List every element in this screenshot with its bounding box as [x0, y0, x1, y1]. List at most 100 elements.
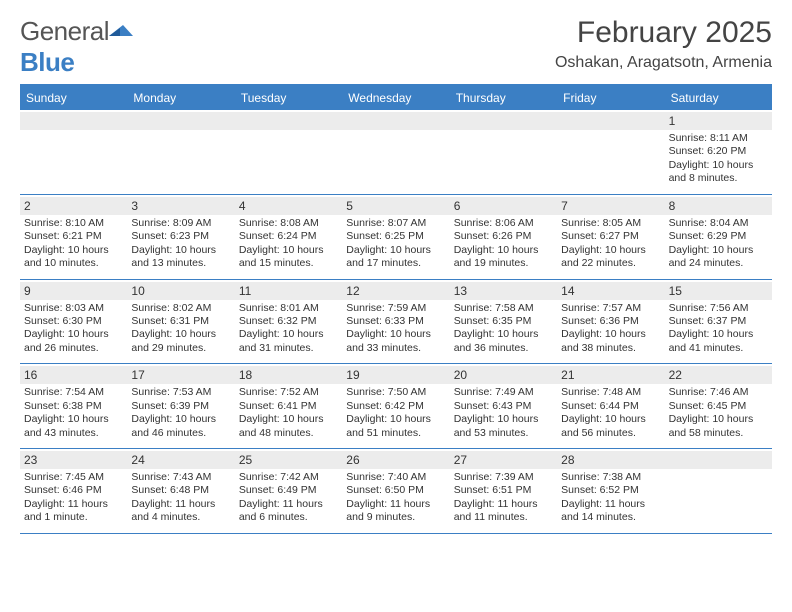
day-number: 26	[346, 453, 445, 467]
day-info: Sunrise: 7:57 AMSunset: 6:36 PMDaylight:…	[561, 302, 660, 356]
daylight: Daylight: 10 hours and 56 minutes.	[561, 413, 660, 440]
calendar-day: 14 Sunrise: 7:57 AMSunset: 6:36 PMDayligh…	[557, 280, 664, 364]
logo-blue: Blue	[20, 47, 74, 77]
day-number-row: 9	[20, 282, 127, 300]
day-number-row: 1	[665, 112, 772, 130]
day-number: 14	[561, 284, 660, 298]
day-info: Sunrise: 7:59 AMSunset: 6:33 PMDaylight:…	[346, 302, 445, 356]
daylight: Daylight: 10 hours and 41 minutes.	[669, 328, 768, 355]
sunrise: Sunrise: 7:42 AM	[239, 471, 338, 484]
sunset: Sunset: 6:35 PM	[454, 315, 553, 328]
calendar-day: 13Sunrise: 7:58 AMSunset: 6:35 PMDayligh…	[450, 280, 557, 364]
daylight: Daylight: 11 hours and 11 minutes.	[454, 498, 553, 525]
day-info: Sunrise: 8:05 AMSunset: 6:27 PMDaylight:…	[561, 217, 660, 271]
daylight: Daylight: 10 hours and 8 minutes.	[669, 159, 768, 186]
sunset: Sunset: 6:48 PM	[131, 484, 230, 497]
daylight: Daylight: 10 hours and 29 minutes.	[131, 328, 230, 355]
daylight: Daylight: 10 hours and 24 minutes.	[669, 244, 768, 271]
day-number: 2	[24, 199, 123, 213]
day-number-row: 8	[665, 197, 772, 215]
calendar-day: 6Sunrise: 8:06 AMSunset: 6:26 PMDaylight…	[450, 195, 557, 279]
sunset: Sunset: 6:24 PM	[239, 230, 338, 243]
calendar-day	[450, 110, 557, 194]
calendar-day: 7Sunrise: 8:05 AMSunset: 6:27 PMDaylight…	[557, 195, 664, 279]
day-number: 19	[346, 368, 445, 382]
day-number: 22	[669, 368, 768, 382]
day-info: Sunrise: 8:09 AMSunset: 6:23 PMDaylight:…	[131, 217, 230, 271]
day-number-row: 28	[557, 451, 664, 469]
calendar-day: 4Sunrise: 8:08 AMSunset: 6:24 PMDaylight…	[235, 195, 342, 279]
daylight: Daylight: 10 hours and 15 minutes.	[239, 244, 338, 271]
daylight: Daylight: 10 hours and 31 minutes.	[239, 328, 338, 355]
day-number-row: 15	[665, 282, 772, 300]
calendar-day: 22 Sunrise: 7:46 AMSunset: 6:45 PMDayligh…	[665, 364, 772, 448]
daylight: Daylight: 10 hours and 48 minutes.	[239, 413, 338, 440]
weekday-header: Tuesday	[235, 86, 342, 110]
calendar-day: 18 Sunrise: 7:52 AMSunset: 6:41 PMDayligh…	[235, 364, 342, 448]
sunset: Sunset: 6:36 PM	[561, 315, 660, 328]
day-number-row: 5	[342, 197, 449, 215]
day-number-row: 14	[557, 282, 664, 300]
day-number-row: 10	[127, 282, 234, 300]
day-number-row: 17	[127, 366, 234, 384]
weekday-header-row: SundayMondayTuesdayWednesdayThursdayFrid…	[20, 86, 772, 110]
sunrise: Sunrise: 7:53 AM	[131, 386, 230, 399]
sunset: Sunset: 6:52 PM	[561, 484, 660, 497]
weekday-header: Wednesday	[342, 86, 449, 110]
calendar-day: 24Sunrise: 7:43 AMSunset: 6:48 PMDayligh…	[127, 449, 234, 533]
day-number-row: 24	[127, 451, 234, 469]
calendar-day: 17Sunrise: 7:53 AMSunset: 6:39 PMDayligh…	[127, 364, 234, 448]
sunrise: Sunrise: 7:46 AM	[669, 386, 768, 399]
daylight: Daylight: 10 hours and 43 minutes.	[24, 413, 123, 440]
sunrise: Sunrise: 7:57 AM	[561, 302, 660, 315]
day-info: Sunrise: 8:04 AMSunset: 6:29 PMDaylight:…	[669, 217, 768, 271]
calendar: SundayMondayTuesdayWednesdayThursdayFrid…	[20, 84, 772, 534]
day-number-row: 18	[235, 366, 342, 384]
day-number: 9	[24, 284, 123, 298]
sunrise: Sunrise: 7:38 AM	[561, 471, 660, 484]
sunset: Sunset: 6:43 PM	[454, 400, 553, 413]
day-number-row	[127, 112, 234, 130]
daylight: Daylight: 10 hours and 22 minutes.	[561, 244, 660, 271]
day-info: Sunrise: 7:56 AMSunset: 6:37 PMDaylight:…	[669, 302, 768, 356]
day-number-row	[557, 112, 664, 130]
calendar-day: 10Sunrise: 8:02 AMSunset: 6:31 PMDayligh…	[127, 280, 234, 364]
day-number-row: 20	[450, 366, 557, 384]
day-number: 11	[239, 284, 338, 298]
day-info: Sunrise: 7:39 AMSunset: 6:51 PMDaylight:…	[454, 471, 553, 525]
calendar-day	[557, 110, 664, 194]
sunrise: Sunrise: 7:50 AM	[346, 386, 445, 399]
sunrise: Sunrise: 8:09 AM	[131, 217, 230, 230]
calendar-day: 11 Sunrise: 8:01 AMSunset: 6:32 PMDayligh…	[235, 280, 342, 364]
day-info: Sunrise: 7:50 AMSunset: 6:42 PMDaylight:…	[346, 386, 445, 440]
day-number-row: 25	[235, 451, 342, 469]
day-number-row	[235, 112, 342, 130]
day-info: Sunrise: 7:52 AMSunset: 6:41 PMDaylight:…	[239, 386, 338, 440]
day-number: 8	[669, 199, 768, 213]
sunset: Sunset: 6:20 PM	[669, 145, 768, 158]
day-number-row	[20, 112, 127, 130]
location: Oshakan, Aragatsotn, Armenia	[555, 54, 772, 72]
day-info: Sunrise: 8:11 AMSunset: 6:20 PMDaylight:…	[669, 132, 768, 186]
calendar-week: 1 Sunrise: 8:11 AMSunset: 6:20 PMDaylight…	[20, 110, 772, 195]
calendar-day	[127, 110, 234, 194]
day-number: 28	[561, 453, 660, 467]
sunrise: Sunrise: 7:39 AM	[454, 471, 553, 484]
calendar-day: 8 Sunrise: 8:04 AMSunset: 6:29 PMDaylight…	[665, 195, 772, 279]
day-info: Sunrise: 8:01 AMSunset: 6:32 PMDaylight:…	[239, 302, 338, 356]
sunrise: Sunrise: 7:45 AM	[24, 471, 123, 484]
daylight: Daylight: 10 hours and 17 minutes.	[346, 244, 445, 271]
sunrise: Sunrise: 8:11 AM	[669, 132, 768, 145]
sunrise: Sunrise: 8:10 AM	[24, 217, 123, 230]
day-number-row: 19	[342, 366, 449, 384]
sunrise: Sunrise: 8:06 AM	[454, 217, 553, 230]
day-number: 10	[131, 284, 230, 298]
daylight: Daylight: 10 hours and 51 minutes.	[346, 413, 445, 440]
sunset: Sunset: 6:32 PM	[239, 315, 338, 328]
day-number-row	[665, 451, 772, 469]
calendar-day: 21Sunrise: 7:48 AMSunset: 6:44 PMDayligh…	[557, 364, 664, 448]
sunset: Sunset: 6:44 PM	[561, 400, 660, 413]
logo-flag-icon	[109, 16, 135, 47]
calendar-day	[235, 110, 342, 194]
day-info: Sunrise: 7:46 AMSunset: 6:45 PMDaylight:…	[669, 386, 768, 440]
